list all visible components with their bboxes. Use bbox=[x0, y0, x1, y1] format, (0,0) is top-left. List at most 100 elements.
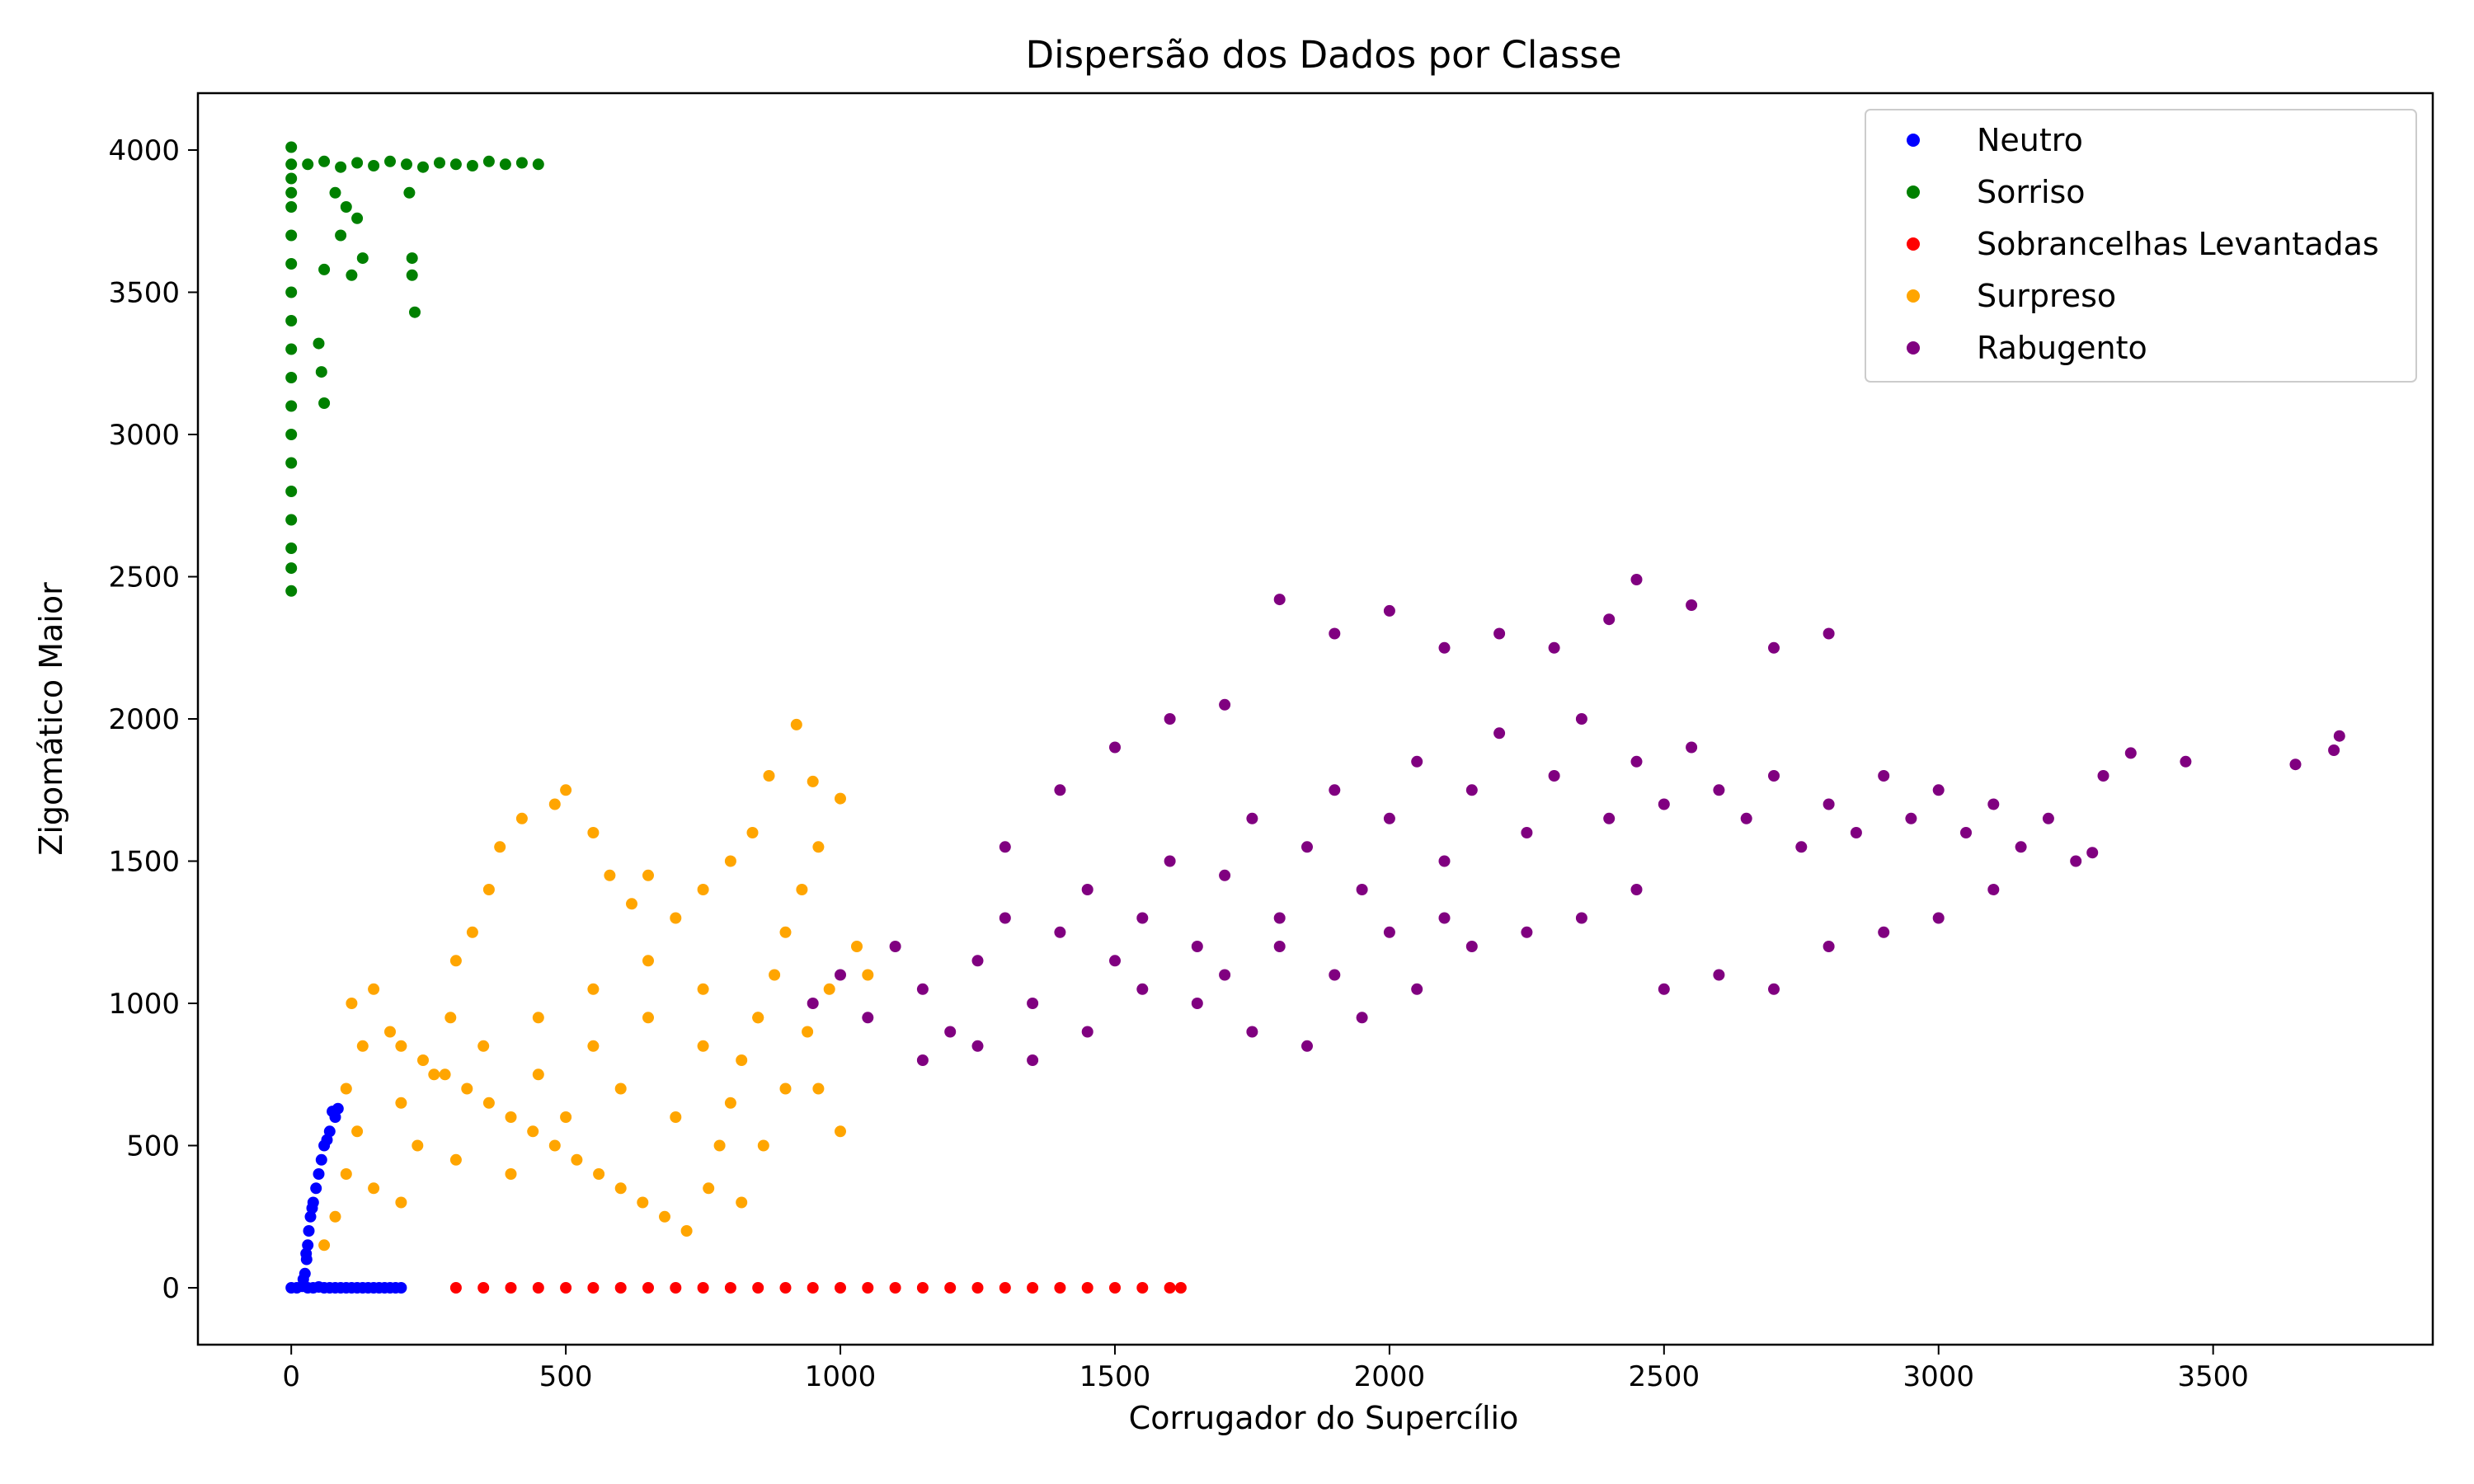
data-point bbox=[763, 770, 775, 782]
data-point bbox=[1136, 912, 1149, 924]
data-point bbox=[1932, 912, 1945, 924]
data-point bbox=[916, 1054, 929, 1066]
data-point bbox=[560, 784, 572, 796]
data-point bbox=[851, 941, 863, 952]
y-axis: 0 500 1000 1500 2000 2500 3000 3500 4000 bbox=[108, 134, 198, 1305]
data-point bbox=[637, 1196, 649, 1209]
x-axis: 0 500 1000 1500 2000 2500 3000 3500 bbox=[282, 1345, 2249, 1393]
data-point bbox=[482, 884, 495, 895]
data-point bbox=[335, 161, 347, 173]
data-point bbox=[1575, 713, 1587, 725]
data-point bbox=[835, 969, 846, 981]
data-point bbox=[532, 1012, 544, 1024]
data-point bbox=[351, 212, 364, 224]
data-point bbox=[2124, 747, 2137, 759]
data-point bbox=[527, 1125, 539, 1138]
data-point bbox=[409, 306, 421, 318]
data-point bbox=[340, 201, 352, 213]
y-tick-label: 500 bbox=[126, 1130, 180, 1163]
data-point bbox=[351, 157, 364, 169]
data-point bbox=[1493, 627, 1506, 640]
data-point bbox=[790, 718, 802, 730]
data-point bbox=[1630, 884, 1643, 895]
data-point bbox=[1109, 955, 1121, 967]
data-point bbox=[449, 955, 462, 967]
data-point bbox=[670, 1111, 682, 1123]
data-point bbox=[752, 1282, 764, 1294]
data-point bbox=[642, 1012, 654, 1024]
data-point bbox=[310, 1182, 322, 1195]
data-point bbox=[971, 1282, 984, 1294]
data-point bbox=[532, 1282, 544, 1294]
data-point bbox=[285, 486, 298, 497]
series-1 bbox=[285, 141, 544, 597]
data-point bbox=[368, 1182, 380, 1195]
series-3 bbox=[318, 718, 874, 1252]
data-point bbox=[1768, 641, 1780, 654]
series-2 bbox=[449, 1282, 1187, 1294]
y-tick-label: 1500 bbox=[108, 846, 180, 879]
data-point bbox=[444, 1012, 457, 1024]
data-point bbox=[329, 186, 341, 199]
x-axis-label: Corrugador do Supercílio bbox=[1129, 1400, 1519, 1436]
data-point bbox=[1191, 941, 1203, 952]
data-point bbox=[1164, 713, 1176, 725]
data-point bbox=[304, 1210, 317, 1223]
data-point bbox=[1768, 983, 1780, 995]
data-point bbox=[368, 160, 380, 171]
data-point bbox=[2042, 812, 2054, 824]
data-point bbox=[1054, 1282, 1066, 1294]
data-point bbox=[1329, 784, 1341, 796]
data-point bbox=[835, 792, 846, 805]
data-point bbox=[494, 841, 506, 853]
data-point bbox=[807, 775, 819, 787]
data-point bbox=[384, 1026, 396, 1038]
x-tick-label: 2000 bbox=[1354, 1360, 1426, 1393]
data-point bbox=[2180, 755, 2192, 768]
data-point bbox=[300, 1247, 313, 1260]
data-point bbox=[548, 798, 561, 810]
chart-title: Dispersão dos Dados por Classe bbox=[1025, 33, 1621, 77]
data-point bbox=[2328, 744, 2340, 756]
data-point bbox=[889, 941, 901, 952]
data-point bbox=[466, 926, 478, 938]
data-point bbox=[1878, 770, 1890, 782]
data-point bbox=[724, 855, 736, 867]
x-tick-label: 2500 bbox=[1629, 1360, 1700, 1393]
data-point bbox=[417, 1054, 429, 1066]
data-point bbox=[999, 1282, 1011, 1294]
data-point bbox=[571, 1153, 583, 1166]
data-point bbox=[1027, 998, 1039, 1009]
data-point bbox=[2070, 855, 2082, 867]
data-point bbox=[697, 884, 709, 895]
data-point bbox=[1465, 941, 1478, 952]
x-tick-label: 1500 bbox=[1079, 1360, 1151, 1393]
data-point bbox=[384, 155, 396, 167]
data-point bbox=[587, 827, 600, 838]
data-point bbox=[1686, 599, 1698, 611]
data-point bbox=[1356, 884, 1368, 895]
data-point bbox=[736, 1054, 748, 1066]
data-point bbox=[306, 1202, 318, 1214]
data-point bbox=[746, 827, 759, 838]
data-point bbox=[1823, 627, 1835, 640]
data-point bbox=[1383, 812, 1395, 824]
data-point bbox=[340, 1168, 352, 1180]
data-point bbox=[1603, 613, 1616, 626]
data-point bbox=[285, 400, 298, 412]
data-point bbox=[697, 1282, 709, 1294]
y-tick-label: 2500 bbox=[108, 561, 180, 594]
data-point bbox=[395, 1282, 407, 1294]
data-point bbox=[697, 983, 709, 995]
data-point bbox=[703, 1182, 715, 1195]
data-point bbox=[285, 229, 298, 242]
data-point bbox=[285, 542, 298, 554]
data-point bbox=[587, 1040, 600, 1052]
data-point bbox=[779, 926, 792, 938]
legend-marker bbox=[1907, 134, 1920, 147]
data-point bbox=[1081, 1026, 1094, 1038]
data-point bbox=[807, 1282, 819, 1294]
x-tick-label: 0 bbox=[282, 1360, 300, 1393]
y-tick-label: 4000 bbox=[108, 134, 180, 167]
